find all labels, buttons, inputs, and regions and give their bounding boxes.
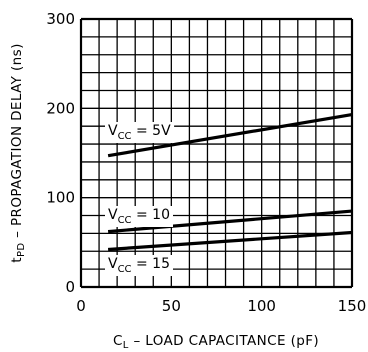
y-tick-label: 0 [65,278,75,296]
x-tick-label: 100 [247,297,276,315]
series-label-background [105,206,173,227]
series-labels: VCC = 5V VCC = 10 VCC = 15 [105,122,175,276]
x-tick-label: 50 [162,297,181,315]
series-label: VCC = 15 [105,255,173,276]
x-tick-label: 150 [338,297,367,315]
y-tick-label: 300 [46,10,75,28]
y-axis-label: tPD – PROPAGATION DELAY (ns) [9,43,27,263]
series-label-text: VCC = 5V [108,123,171,142]
series-label-background [105,122,175,143]
series-line [107,230,353,252]
series-label: VCC = 10 [105,206,173,227]
series-line [107,113,353,158]
series-label-text: VCC = 15 [108,256,170,275]
y-tick-label: 200 [46,99,75,117]
series-line [107,209,353,234]
x-tick-label: 0 [76,297,86,315]
series-label-text: VCC = 10 [108,207,170,226]
grid [79,17,354,289]
series-lines [107,113,353,252]
y-tick-label: 100 [46,189,75,207]
x-axis-label: CL – LOAD CAPACITANCE (pF) [113,333,319,351]
series-label-background [105,255,173,276]
series-label: VCC = 5V [105,122,175,143]
tick-labels: 0 50 100 150 0 100 200 300 [46,10,366,315]
